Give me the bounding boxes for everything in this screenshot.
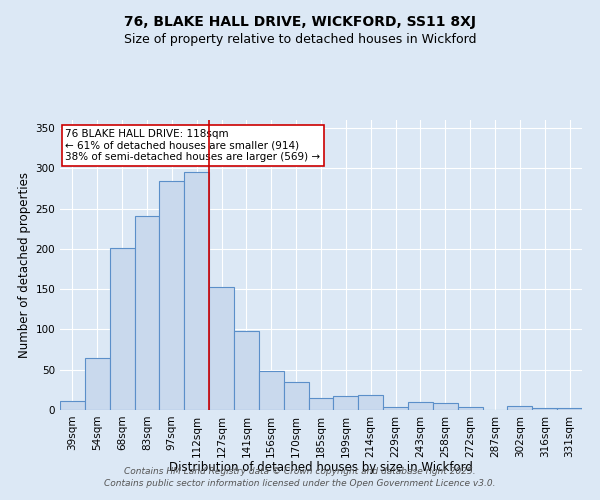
Bar <box>557 408 582 410</box>
Text: 76, BLAKE HALL DRIVE, WICKFORD, SS11 8XJ: 76, BLAKE HALL DRIVE, WICKFORD, SS11 8XJ <box>124 15 476 29</box>
Bar <box>85 358 110 410</box>
Bar <box>259 372 284 410</box>
Text: 76 BLAKE HALL DRIVE: 118sqm
← 61% of detached houses are smaller (914)
38% of se: 76 BLAKE HALL DRIVE: 118sqm ← 61% of det… <box>65 128 320 162</box>
Bar <box>209 287 234 410</box>
Text: Size of property relative to detached houses in Wickford: Size of property relative to detached ho… <box>124 32 476 46</box>
Bar <box>184 172 209 410</box>
Bar <box>408 402 433 410</box>
Bar <box>110 248 134 410</box>
Bar <box>532 408 557 410</box>
Bar <box>358 394 383 410</box>
Bar <box>433 403 458 410</box>
Y-axis label: Number of detached properties: Number of detached properties <box>18 172 31 358</box>
Bar <box>60 401 85 410</box>
Bar <box>134 216 160 410</box>
Bar <box>508 406 532 410</box>
Text: Contains HM Land Registry data © Crown copyright and database right 2025.: Contains HM Land Registry data © Crown c… <box>124 467 476 476</box>
Bar <box>284 382 308 410</box>
Bar <box>234 331 259 410</box>
Bar <box>334 396 358 410</box>
Text: Contains public sector information licensed under the Open Government Licence v3: Contains public sector information licen… <box>104 478 496 488</box>
Bar <box>308 398 334 410</box>
Bar <box>458 407 482 410</box>
Bar <box>383 407 408 410</box>
Bar <box>160 181 184 410</box>
X-axis label: Distribution of detached houses by size in Wickford: Distribution of detached houses by size … <box>169 461 473 474</box>
